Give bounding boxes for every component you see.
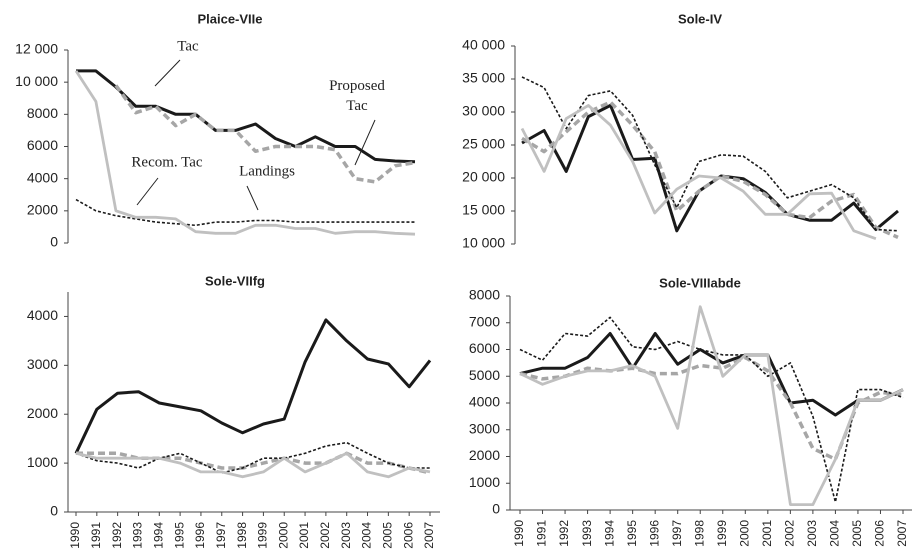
x-tick-label: 2002 xyxy=(783,520,797,547)
series-line xyxy=(114,84,416,184)
y-tick-label: 25 000 xyxy=(462,136,505,152)
x-tick-label: 2006 xyxy=(401,522,415,549)
series-line xyxy=(76,69,416,164)
x-tick-label: 1994 xyxy=(602,520,616,547)
x-tick-label: 2007 xyxy=(895,520,909,547)
annotation-leader xyxy=(246,185,259,211)
x-tick-label: 1998 xyxy=(692,520,706,547)
series-annotation: Landings xyxy=(239,163,295,179)
x-tick-label: 1991 xyxy=(89,522,103,549)
y-tick-label: 4000 xyxy=(27,169,58,185)
y-tick-label: 20 000 xyxy=(462,169,505,185)
x-tick-label: 2003 xyxy=(805,520,819,547)
y-tick-label: 0 xyxy=(50,234,58,250)
x-tick-label: 2001 xyxy=(297,522,311,549)
y-tick-label: 8000 xyxy=(27,105,58,121)
x-tick-label: 1999 xyxy=(256,522,270,549)
series-annotation: Recom. Tac xyxy=(131,154,202,170)
y-tick-label: 1000 xyxy=(469,474,500,490)
y-tick-label: 6000 xyxy=(27,137,58,153)
x-tick-label: 1990 xyxy=(68,522,82,549)
x-tick-label: 2000 xyxy=(276,522,290,549)
x-tick-label: 1992 xyxy=(110,522,124,549)
series-line xyxy=(519,332,904,417)
x-tick-label: 2005 xyxy=(381,522,395,549)
x-tick-label: 1993 xyxy=(131,522,145,549)
y-tick-label: 0 xyxy=(50,503,58,519)
y-tick-label: 10 000 xyxy=(462,235,505,251)
annotation-leader xyxy=(154,59,181,87)
chart-title: Plaice-VIIe xyxy=(197,11,262,26)
y-tick-label: 40 000 xyxy=(462,37,505,53)
x-tick-label: 1997 xyxy=(670,520,684,547)
x-tick-label: 2005 xyxy=(850,520,864,547)
y-tick-label: 5000 xyxy=(469,367,500,383)
annotation-leader xyxy=(136,177,159,206)
y-tick-label: 6000 xyxy=(469,340,500,356)
x-tick-label: 2006 xyxy=(873,520,887,547)
x-tick-label: 1992 xyxy=(557,520,571,547)
x-tick-label: 1996 xyxy=(647,520,661,547)
y-tick-label: 2000 xyxy=(27,202,58,218)
series-line xyxy=(74,318,432,454)
y-tick-label: 8000 xyxy=(469,287,500,303)
x-tick-label: 2004 xyxy=(828,520,842,547)
series-line xyxy=(520,104,877,241)
series-line xyxy=(75,198,415,227)
x-tick-label: 2007 xyxy=(422,522,436,549)
x-tick-label: 1995 xyxy=(172,522,186,549)
x-tick-label: 1999 xyxy=(715,520,729,547)
chart-title: Sole-VIIfg xyxy=(205,273,265,288)
y-tick-label: 4000 xyxy=(27,307,58,323)
y-tick-label: 10 000 xyxy=(15,73,58,89)
x-tick-label: 1996 xyxy=(193,522,207,549)
x-tick-label: 1991 xyxy=(535,520,549,547)
x-tick-label: 2002 xyxy=(318,522,332,549)
series-line xyxy=(519,305,904,506)
x-tick-label: 1993 xyxy=(580,520,594,547)
x-tick-label: 1998 xyxy=(235,522,249,549)
y-tick-label: 2000 xyxy=(469,447,500,463)
y-tick-label: 3000 xyxy=(27,356,58,372)
x-tick-label: 2001 xyxy=(760,520,774,547)
chart-title: Sole-VIIIabde xyxy=(659,275,741,290)
x-tick-label: 2004 xyxy=(360,522,374,549)
x-tick-label: 2003 xyxy=(339,522,353,549)
series-line xyxy=(521,100,899,239)
series-annotation: Tac xyxy=(177,38,199,54)
y-tick-label: 35 000 xyxy=(462,70,505,86)
x-tick-label: 1994 xyxy=(151,522,165,549)
series-line xyxy=(521,103,899,233)
y-tick-label: 4000 xyxy=(469,394,500,410)
series-line xyxy=(521,76,899,232)
series-line xyxy=(74,70,416,236)
y-tick-label: 1000 xyxy=(27,454,58,470)
x-tick-label: 1990 xyxy=(512,520,526,547)
series-line xyxy=(75,451,431,479)
series-line xyxy=(519,316,904,503)
y-tick-label: 3000 xyxy=(469,420,500,436)
y-tick-label: 7000 xyxy=(469,313,500,329)
y-tick-label: 2000 xyxy=(27,405,58,421)
chart-title: Sole-IV xyxy=(678,11,722,26)
y-tick-label: 0 xyxy=(492,501,500,517)
y-tick-label: 15 000 xyxy=(462,202,505,218)
annotation-leader xyxy=(354,119,376,166)
y-tick-label: 30 000 xyxy=(462,103,505,119)
y-tick-label: 12 000 xyxy=(15,41,58,57)
series-annotation: Proposed Tac xyxy=(329,78,385,114)
series-line xyxy=(75,441,430,474)
x-tick-label: 1997 xyxy=(214,522,228,549)
x-tick-label: 2000 xyxy=(737,520,751,547)
x-tick-label: 1995 xyxy=(625,520,639,547)
